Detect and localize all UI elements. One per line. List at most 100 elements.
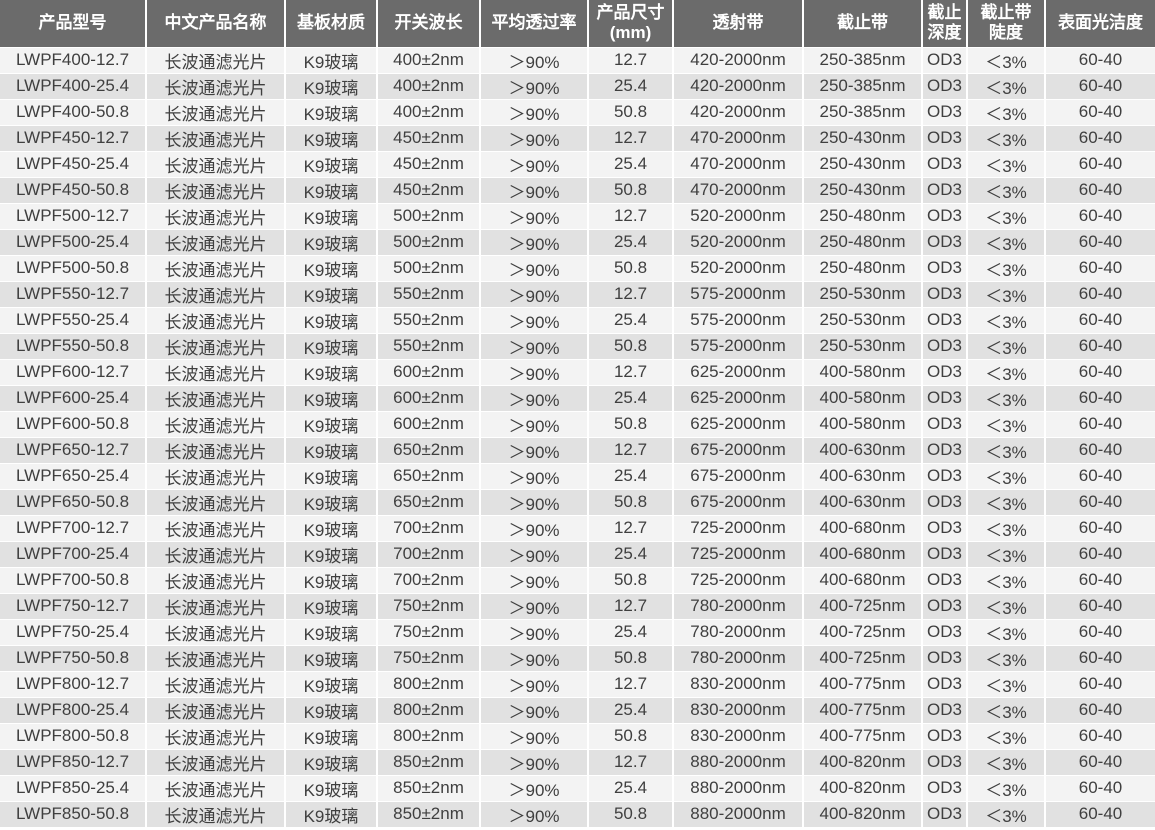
cell-product-size-mm: 12.7 bbox=[588, 436, 674, 463]
table-row: LWPF650-12.7 长波通滤光片 K9玻璃 650±2nm ＞90% 12.7 675… bbox=[0, 436, 1155, 463]
cell-cutoff-band: 400-820nm bbox=[803, 800, 923, 827]
cell-avg-transmittance: ＞90% bbox=[480, 306, 589, 333]
column-header-label: 产品型号 bbox=[38, 13, 107, 33]
cell-cutoff-band: 400-580nm bbox=[803, 358, 923, 385]
cell-switch-wavelength: 550±2nm bbox=[377, 306, 481, 333]
cell-substrate-material: K9玻璃 bbox=[285, 722, 378, 749]
cell-product-size-mm: 25.4 bbox=[588, 306, 674, 333]
cell-cutoff-depth: OD3 bbox=[922, 774, 968, 801]
cell-cutoff-band: 400-775nm bbox=[803, 670, 923, 697]
cell-product-size-mm: 50.8 bbox=[588, 722, 674, 749]
cell-product-name-cn: 长波通滤光片 bbox=[146, 540, 286, 567]
table-row: LWPF800-25.4 长波通滤光片 K9玻璃 800±2nm ＞90% 25.4 830… bbox=[0, 696, 1155, 723]
cell-product-size-mm: 12.7 bbox=[588, 280, 674, 307]
cell-cutoff-depth: OD3 bbox=[922, 46, 968, 73]
cell-product-size-mm: 25.4 bbox=[588, 72, 674, 99]
cell-cutoff-band: 250-530nm bbox=[803, 306, 923, 333]
cell-cutoff-steepness: ＜3% bbox=[967, 358, 1046, 385]
table-row: LWPF800-50.8 长波通滤光片 K9玻璃 800±2nm ＞90% 50.8 830… bbox=[0, 722, 1155, 749]
cell-product-model: LWPF850-25.4 bbox=[0, 774, 147, 801]
cell-cutoff-band: 400-820nm bbox=[803, 774, 923, 801]
cell-switch-wavelength: 400±2nm bbox=[377, 46, 481, 73]
cell-cutoff-depth: OD3 bbox=[922, 540, 968, 567]
table-row: LWPF850-25.4 长波通滤光片 K9玻璃 850±2nm ＞90% 25.4 880… bbox=[0, 774, 1155, 801]
cell-cutoff-steepness: ＜3% bbox=[967, 202, 1046, 229]
column-header-cutoff-band: 截止带 bbox=[803, 0, 923, 48]
cell-product-size-mm: 25.4 bbox=[588, 774, 674, 801]
cell-product-name-cn: 长波通滤光片 bbox=[146, 280, 286, 307]
cell-avg-transmittance: ＞90% bbox=[480, 124, 589, 151]
cell-product-model: LWPF550-12.7 bbox=[0, 280, 147, 307]
cell-product-name-cn: 长波通滤光片 bbox=[146, 618, 286, 645]
cell-surface-quality: 60-40 bbox=[1045, 722, 1155, 749]
header-row: 产品型号 中文产品名称 基板材质 开关波长 平均透过率 产品尺寸 (mm) 透射带 截止带 截止深… bbox=[0, 0, 1155, 48]
cell-product-name-cn: 长波通滤光片 bbox=[146, 306, 286, 333]
cell-product-model: LWPF650-25.4 bbox=[0, 462, 147, 489]
cell-product-name-cn: 长波通滤光片 bbox=[146, 722, 286, 749]
cell-cutoff-depth: OD3 bbox=[922, 618, 968, 645]
cell-product-name-cn: 长波通滤光片 bbox=[146, 176, 286, 203]
cell-surface-quality: 60-40 bbox=[1045, 696, 1155, 723]
cell-cutoff-band: 400-580nm bbox=[803, 384, 923, 411]
cell-switch-wavelength: 500±2nm bbox=[377, 254, 481, 281]
cell-transmission-band: 830-2000nm bbox=[673, 696, 804, 723]
cell-cutoff-steepness: ＜3% bbox=[967, 436, 1046, 463]
table-row: LWPF600-12.7 长波通滤光片 K9玻璃 600±2nm ＞90% 12.7 625… bbox=[0, 358, 1155, 385]
cell-product-name-cn: 长波通滤光片 bbox=[146, 228, 286, 255]
cell-product-model: LWPF700-12.7 bbox=[0, 514, 147, 541]
cell-switch-wavelength: 850±2nm bbox=[377, 748, 481, 775]
cell-cutoff-steepness: ＜3% bbox=[967, 124, 1046, 151]
cell-switch-wavelength: 700±2nm bbox=[377, 514, 481, 541]
cell-product-model: LWPF650-50.8 bbox=[0, 488, 147, 515]
cell-product-size-mm: 25.4 bbox=[588, 540, 674, 567]
cell-transmission-band: 880-2000nm bbox=[673, 748, 804, 775]
cell-cutoff-steepness: ＜3% bbox=[967, 306, 1046, 333]
cell-cutoff-steepness: ＜3% bbox=[967, 540, 1046, 567]
cell-product-size-mm: 25.4 bbox=[588, 618, 674, 645]
cell-cutoff-band: 400-820nm bbox=[803, 748, 923, 775]
cell-transmission-band: 420-2000nm bbox=[673, 72, 804, 99]
cell-product-size-mm: 12.7 bbox=[588, 46, 674, 73]
column-header-switch-wavelength: 开关波长 bbox=[377, 0, 481, 48]
column-header-label: 产品尺寸 bbox=[596, 3, 665, 23]
cell-product-name-cn: 长波通滤光片 bbox=[146, 436, 286, 463]
cell-surface-quality: 60-40 bbox=[1045, 566, 1155, 593]
cell-product-name-cn: 长波通滤光片 bbox=[146, 202, 286, 229]
cell-product-model: LWPF500-25.4 bbox=[0, 228, 147, 255]
cell-cutoff-depth: OD3 bbox=[922, 462, 968, 489]
cell-avg-transmittance: ＞90% bbox=[480, 748, 589, 775]
table-row: LWPF450-50.8 长波通滤光片 K9玻璃 450±2nm ＞90% 50.8 470… bbox=[0, 176, 1155, 203]
cell-product-name-cn: 长波通滤光片 bbox=[146, 566, 286, 593]
cell-substrate-material: K9玻璃 bbox=[285, 46, 378, 73]
table-row: LWPF550-25.4 长波通滤光片 K9玻璃 550±2nm ＞90% 25.4 575… bbox=[0, 306, 1155, 333]
table-row: LWPF650-50.8 长波通滤光片 K9玻璃 650±2nm ＞90% 50.8 675… bbox=[0, 488, 1155, 515]
cell-cutoff-band: 250-385nm bbox=[803, 46, 923, 73]
cell-substrate-material: K9玻璃 bbox=[285, 410, 378, 437]
cell-surface-quality: 60-40 bbox=[1045, 358, 1155, 385]
cell-substrate-material: K9玻璃 bbox=[285, 644, 378, 671]
cell-cutoff-steepness: ＜3% bbox=[967, 150, 1046, 177]
cell-product-size-mm: 50.8 bbox=[588, 176, 674, 203]
cell-substrate-material: K9玻璃 bbox=[285, 462, 378, 489]
cell-surface-quality: 60-40 bbox=[1045, 410, 1155, 437]
cell-cutoff-steepness: ＜3% bbox=[967, 618, 1046, 645]
cell-surface-quality: 60-40 bbox=[1045, 306, 1155, 333]
column-header-label: 基板材质 bbox=[297, 13, 365, 33]
cell-surface-quality: 60-40 bbox=[1045, 384, 1155, 411]
cell-avg-transmittance: ＞90% bbox=[480, 358, 589, 385]
cell-cutoff-depth: OD3 bbox=[922, 150, 968, 177]
cell-product-size-mm: 50.8 bbox=[588, 410, 674, 437]
cell-surface-quality: 60-40 bbox=[1045, 540, 1155, 567]
cell-transmission-band: 420-2000nm bbox=[673, 46, 804, 73]
cell-cutoff-steepness: ＜3% bbox=[967, 488, 1046, 515]
cell-product-size-mm: 50.8 bbox=[588, 488, 674, 515]
cell-cutoff-steepness: ＜3% bbox=[967, 696, 1046, 723]
cell-cutoff-steepness: ＜3% bbox=[967, 46, 1046, 73]
cell-product-model: LWPF700-50.8 bbox=[0, 566, 147, 593]
cell-cutoff-steepness: ＜3% bbox=[967, 566, 1046, 593]
cell-cutoff-band: 400-630nm bbox=[803, 436, 923, 463]
cell-cutoff-steepness: ＜3% bbox=[967, 176, 1046, 203]
cell-switch-wavelength: 750±2nm bbox=[377, 644, 481, 671]
cell-substrate-material: K9玻璃 bbox=[285, 72, 378, 99]
cell-cutoff-depth: OD3 bbox=[922, 436, 968, 463]
